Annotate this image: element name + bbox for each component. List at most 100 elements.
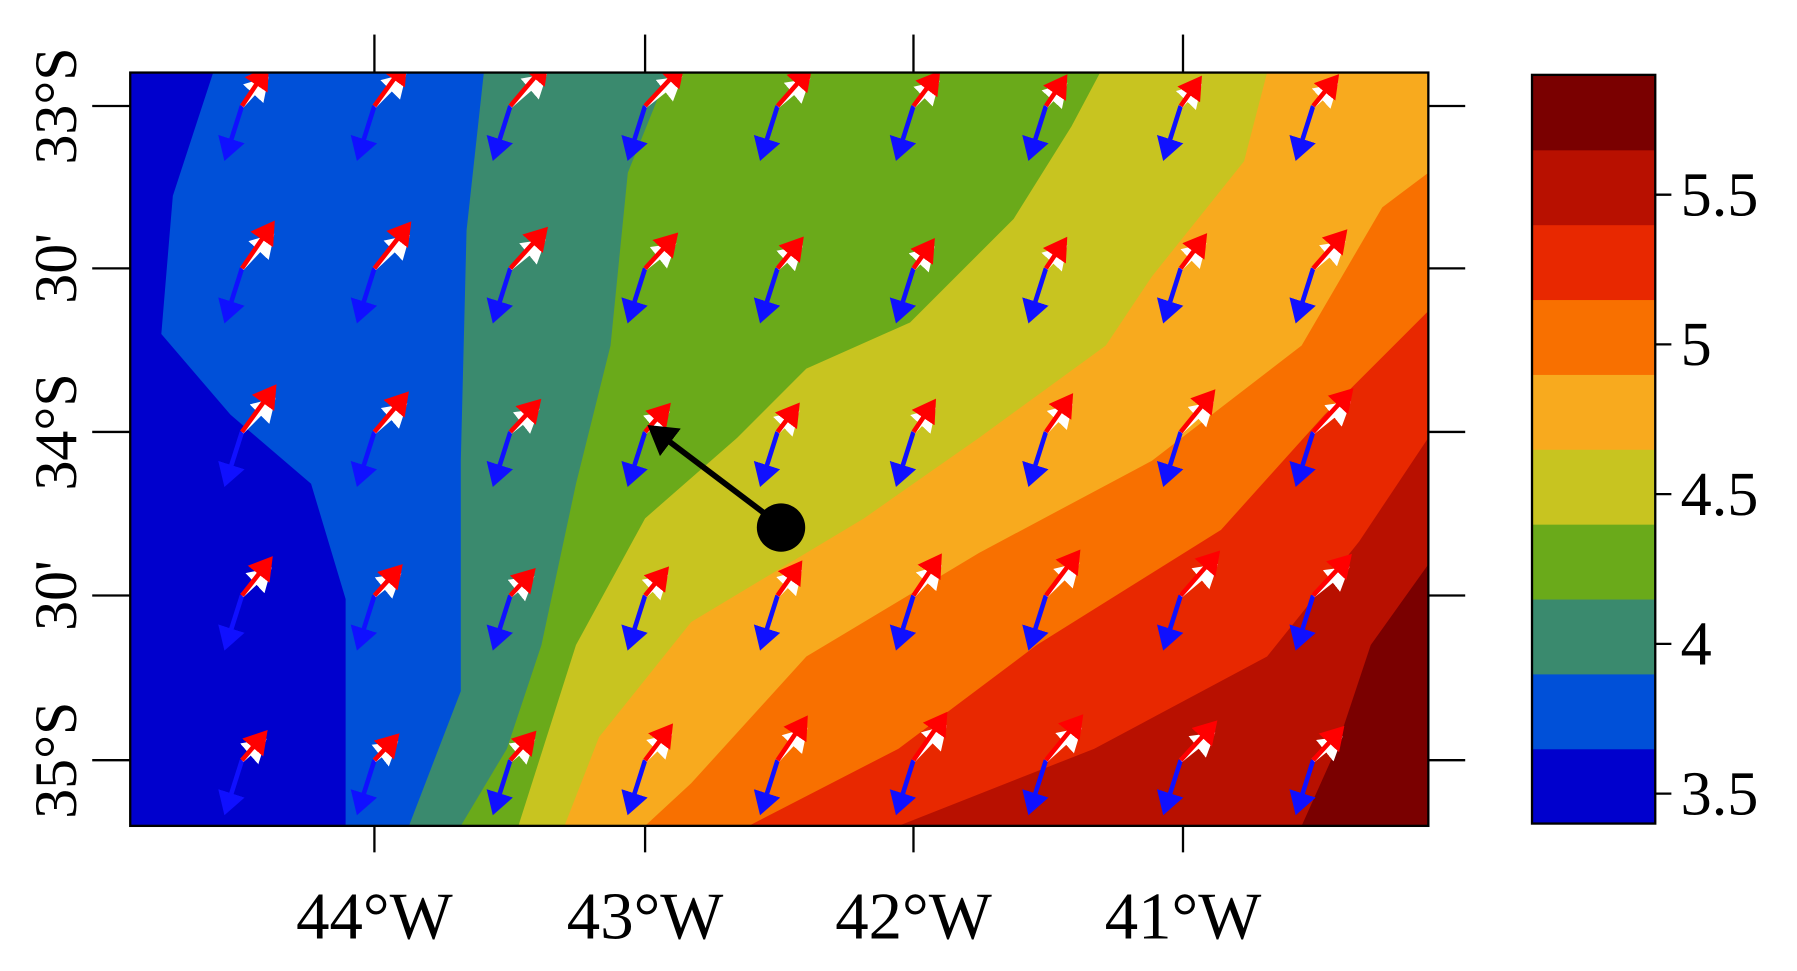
blue-arrow xyxy=(621,759,648,816)
blue-arrow xyxy=(218,267,245,324)
colorbar: 3.5 4 4.5 5 5.5 xyxy=(1530,73,1759,828)
red-arrow xyxy=(1311,229,1348,270)
blue-arrow xyxy=(218,759,245,816)
red-arrow xyxy=(911,711,948,762)
red-arrow xyxy=(1178,233,1208,270)
blue-arrow xyxy=(1156,431,1184,488)
red-arrow xyxy=(1177,75,1202,108)
blue-arrow xyxy=(350,759,378,816)
lat-tick-label: 35°S xyxy=(23,702,89,819)
blue-arrow xyxy=(889,759,917,816)
red-arrow xyxy=(372,72,408,108)
red-arrow xyxy=(240,72,269,108)
colorbar-band xyxy=(1532,598,1656,675)
red-arrow xyxy=(372,733,400,762)
blue-arrow xyxy=(1022,431,1049,488)
red-arrow xyxy=(775,236,804,270)
colorbar-band xyxy=(1532,748,1656,825)
blue-arrow xyxy=(753,759,781,816)
blue-arrow xyxy=(1022,759,1049,816)
blue-arrow xyxy=(486,594,513,651)
contour-field xyxy=(130,72,1429,826)
blue-arrow xyxy=(1022,594,1049,651)
colorbar-band xyxy=(1532,224,1656,301)
colorbar-band xyxy=(1532,374,1656,450)
colorbar-tick-label: 5 xyxy=(1681,311,1712,379)
colorbar-band xyxy=(1532,149,1656,226)
red-arrow xyxy=(911,398,937,434)
blue-arrow xyxy=(1289,105,1316,162)
red-arrow xyxy=(508,730,537,762)
lon-tick-label: 41°W xyxy=(1105,880,1262,954)
blue-arrow xyxy=(621,267,648,324)
lat-tick-label: 30' xyxy=(23,233,89,304)
red-arrow xyxy=(1178,550,1221,598)
red-arrow xyxy=(1044,714,1084,762)
blue-arrow xyxy=(1022,267,1049,324)
red-arrow xyxy=(1311,388,1354,434)
blue-arrow xyxy=(621,431,648,488)
red-arrow xyxy=(1042,236,1068,270)
red-arrow xyxy=(508,568,536,598)
colorbar-tick-label: 3.5 xyxy=(1681,760,1759,828)
blue-arrow xyxy=(889,267,917,324)
lon-tick-label: 44°W xyxy=(296,880,453,954)
red-arrow xyxy=(508,226,548,270)
blue-arrow xyxy=(889,431,917,488)
red-arrow xyxy=(1044,393,1074,434)
blue-arrow xyxy=(486,431,513,488)
blue-arrow xyxy=(889,105,917,162)
blue-arrow xyxy=(753,594,781,651)
red-arrow xyxy=(911,553,942,597)
blue-arrow xyxy=(889,594,917,651)
red-arrow xyxy=(1043,74,1068,108)
red-arrow xyxy=(508,398,542,434)
red-arrow xyxy=(240,556,273,597)
blue-arrow xyxy=(486,105,513,162)
colorbar-band xyxy=(1532,673,1656,750)
axes: 44°W 43°W 42°W 41°W 33°S 30' 34°S 30' 35°S xyxy=(23,34,1466,954)
lat-tick-label: 30' xyxy=(23,560,89,631)
red-arrow xyxy=(775,715,808,762)
red-arrow xyxy=(775,72,813,108)
red-arrow xyxy=(643,566,670,597)
colorbar-tick-label: 4 xyxy=(1681,611,1712,679)
red-arrow xyxy=(643,723,674,762)
blue-arrow xyxy=(1289,267,1316,324)
blue-arrow xyxy=(350,594,378,651)
red-arrow xyxy=(910,238,935,270)
red-arrow xyxy=(1311,725,1345,762)
blue-arrow xyxy=(350,105,378,162)
blue-arrow xyxy=(218,105,245,162)
blue-arrow xyxy=(1156,267,1184,324)
blue-arrow xyxy=(486,759,513,816)
colorbar-band xyxy=(1532,524,1656,600)
red-arrow xyxy=(643,232,679,270)
lon-tick-label: 43°W xyxy=(567,880,724,954)
blue-arrow xyxy=(1289,759,1316,816)
blue-arrow xyxy=(1156,759,1184,816)
red-arrow xyxy=(1179,720,1218,762)
colorbar-tick-label: 5.5 xyxy=(1681,161,1759,229)
colorbar-band xyxy=(1532,74,1656,151)
blue-arrow xyxy=(753,431,781,488)
lon-tick-label: 42°W xyxy=(835,880,992,954)
wind-arrows xyxy=(218,72,1354,816)
blue-arrow xyxy=(350,431,378,488)
red-arrow xyxy=(372,564,403,598)
red-arrow xyxy=(240,220,275,270)
blue-arrow xyxy=(486,267,513,324)
blue-arrow xyxy=(218,594,245,651)
blue-arrow xyxy=(1022,105,1049,162)
colorbar-tick-label: 4.5 xyxy=(1681,461,1759,529)
blue-arrow xyxy=(621,105,648,162)
track-arrow xyxy=(647,425,786,530)
colorbar-frame xyxy=(1530,73,1657,825)
red-arrow xyxy=(775,560,803,597)
blue-arrow xyxy=(218,431,245,488)
red-arrow xyxy=(508,72,549,108)
red-arrow xyxy=(774,402,800,434)
lat-tick-label: 34°S xyxy=(23,373,89,490)
red-arrow xyxy=(372,221,412,270)
